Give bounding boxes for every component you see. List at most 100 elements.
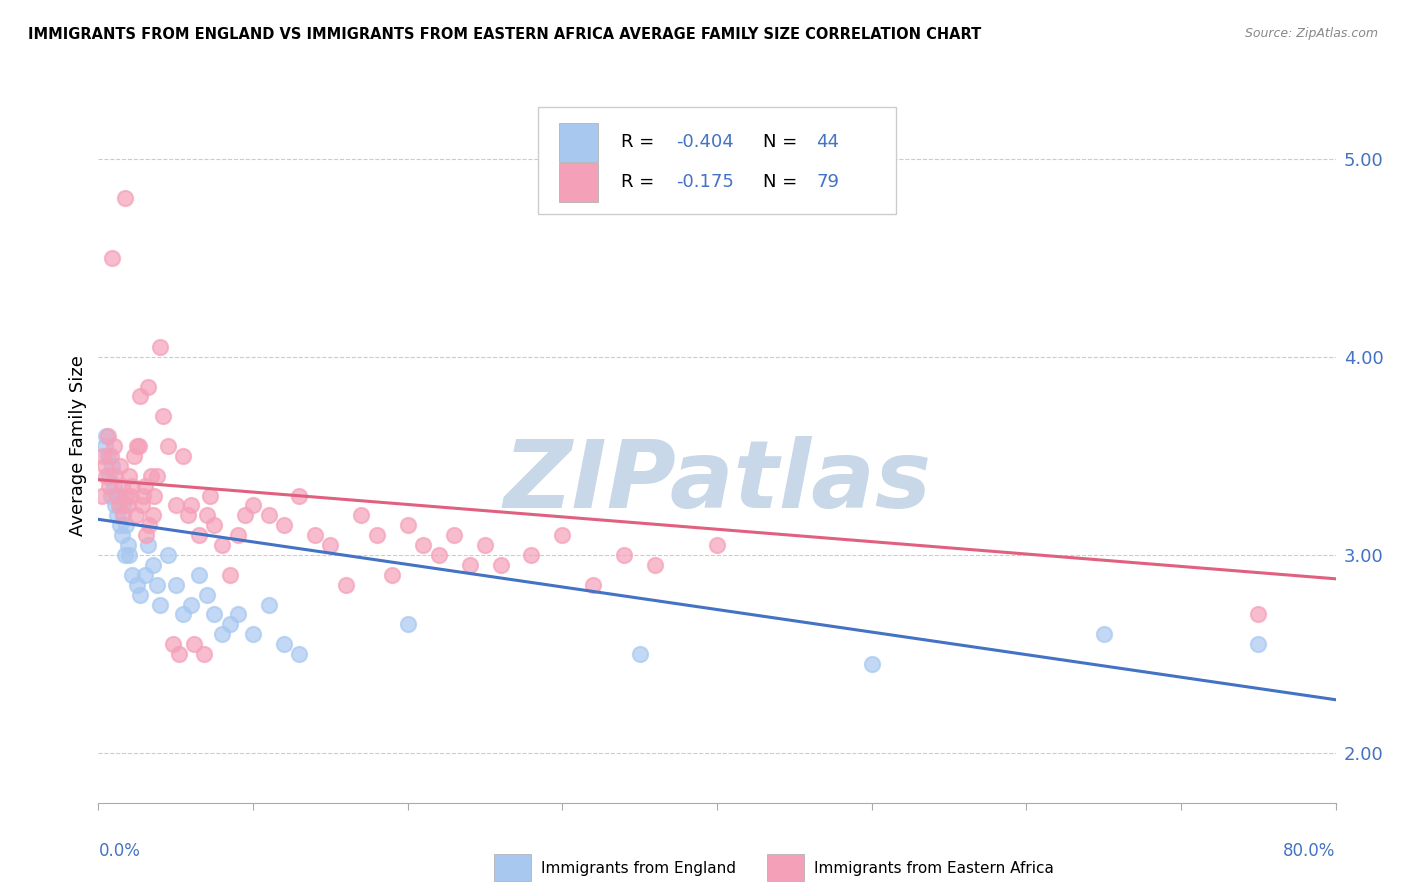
Point [152,409,174,424]
Point [204,518,226,533]
Point [319,538,342,552]
Point [127,439,149,453]
Point [117,538,139,552]
Point [204,607,226,622]
Text: 80.0%: 80.0% [1284,842,1336,860]
Point [97,449,120,463]
Point [195,588,218,602]
Text: 79: 79 [815,173,839,191]
Point [139,468,162,483]
Point [613,548,636,562]
Text: -0.175: -0.175 [676,173,734,191]
Point [396,518,419,533]
Point [149,340,172,354]
Text: -0.404: -0.404 [676,133,734,151]
Text: 44: 44 [815,133,839,151]
Point [381,567,404,582]
FancyBboxPatch shape [537,107,897,214]
Point [101,251,124,265]
Point [233,508,257,523]
Point [115,489,138,503]
Point [172,607,194,622]
Point [141,508,165,523]
Text: Immigrants from England: Immigrants from England [541,861,737,876]
Text: 0.0%: 0.0% [98,842,141,860]
Point [193,647,215,661]
Point [121,478,143,492]
Text: N =: N = [763,133,803,151]
Point [860,657,883,671]
Point [136,379,159,393]
Point [93,439,115,453]
Point [103,439,125,453]
Point [111,478,132,492]
Point [304,528,326,542]
Point [103,478,125,492]
Point [124,508,146,523]
Point [112,499,135,513]
Point [1092,627,1115,641]
Point [100,449,122,463]
Point [105,489,128,503]
Y-axis label: Average Family Size: Average Family Size [69,356,87,536]
Point [135,528,157,542]
Point [350,508,373,523]
Point [443,528,465,542]
Point [90,489,112,503]
Point [128,439,150,453]
Text: R =: R = [620,133,659,151]
Point [131,499,153,513]
Point [582,578,605,592]
Point [474,538,496,552]
Point [93,458,115,473]
Point [108,458,131,473]
Point [219,567,242,582]
Point [157,439,180,453]
FancyBboxPatch shape [766,855,804,881]
Point [105,508,128,523]
Text: Source: ZipAtlas.com: Source: ZipAtlas.com [1244,27,1378,40]
Point [188,567,211,582]
Point [134,567,156,582]
Point [198,489,221,503]
Point [1247,637,1270,651]
Point [644,558,666,572]
Point [108,518,131,533]
Point [211,627,233,641]
Point [114,191,136,205]
Point [143,489,166,503]
Point [628,647,651,661]
Point [122,449,145,463]
Point [172,449,194,463]
Point [104,468,127,483]
Point [132,489,155,503]
Point [396,617,419,632]
Point [1247,607,1270,622]
Point [551,528,574,542]
Point [219,617,242,632]
Point [162,637,184,651]
Text: R =: R = [620,173,659,191]
Point [129,588,152,602]
Point [257,508,280,523]
Point [242,499,264,513]
Point [706,538,728,552]
Point [115,518,138,533]
Point [100,489,122,503]
Point [183,637,205,651]
Point [97,429,120,443]
Text: N =: N = [763,173,803,191]
Point [98,468,121,483]
Point [211,538,233,552]
Point [412,538,434,552]
Point [138,518,160,533]
Text: ZIPatlas: ZIPatlas [503,435,931,528]
Point [242,627,264,641]
Point [146,468,169,483]
Point [127,578,149,592]
Point [114,548,136,562]
Point [165,499,187,513]
Point [96,429,118,443]
Point [288,489,311,503]
Point [177,508,200,523]
